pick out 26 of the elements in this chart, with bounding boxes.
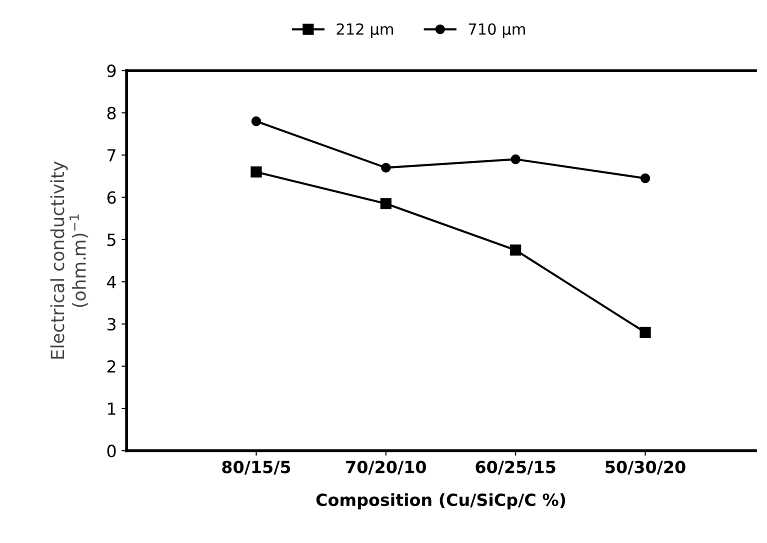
point	[250, 166, 262, 178]
y-tick-label: 1	[108, 402, 116, 415]
point	[510, 154, 520, 164]
legend-label: 212 µm	[336, 23, 394, 38]
y-axis-title: Electrical conductivity (ohm.m)$^{−1}$	[50, 161, 88, 359]
x-tick-label: 60/25/15	[476, 460, 556, 475]
point	[640, 326, 651, 338]
point	[510, 244, 522, 256]
y-tick-label: 6	[107, 191, 116, 204]
y-tick-label: 9	[107, 64, 116, 78]
legend-label: 710 µm	[468, 23, 525, 38]
point	[251, 116, 262, 126]
x-tick-label: 80/15/5	[222, 460, 290, 475]
x-tick-label: 50/30/20	[606, 460, 686, 475]
x-axis-title: Composition (Cu/SiCp/C %)	[316, 493, 566, 510]
point	[640, 173, 650, 184]
y-tick-label: 7	[108, 149, 116, 162]
y-tick-label: 0	[107, 444, 116, 458]
y-tick-label: 2	[107, 360, 116, 373]
y-tick-label: 3	[108, 318, 116, 331]
y-tick-label: 5	[108, 234, 116, 246]
point	[380, 198, 392, 210]
y-tick-label: 4	[107, 276, 116, 288]
y-tick-label: 8	[107, 106, 116, 120]
x-tick-label: 70/20/10	[346, 460, 426, 475]
point	[381, 162, 391, 173]
